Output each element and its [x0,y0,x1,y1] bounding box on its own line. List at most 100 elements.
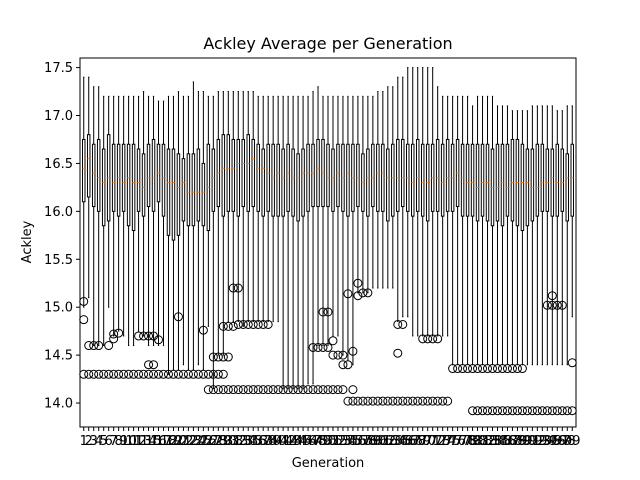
x-tick-label: 80 [469,434,486,449]
flier-point [567,406,577,416]
flier-point [393,396,403,406]
box-iqr [96,138,101,212]
flier-point [218,385,228,395]
box-generation-89 [520,110,525,366]
x-tick-label: 89 [514,434,531,449]
box-generation-17 [161,100,166,347]
box-iqr [381,143,385,212]
box-generation-43 [291,95,295,390]
box-iqr [231,138,236,212]
x-tick-label: 34 [240,434,257,449]
flier-point [363,288,373,298]
x-tick-label: 19 [165,434,182,449]
flier-point [328,385,338,395]
x-tick-label: 92 [529,434,546,449]
box-iqr [520,143,525,232]
x-tick-label: 66 [399,434,416,449]
x-tick-label: 31 [225,434,242,449]
box-generation-68 [415,67,420,337]
x-tick-label: 43 [285,434,302,449]
flier-point [203,385,213,395]
box-generation-61 [381,91,385,289]
flier-point [338,350,348,360]
box-iqr [191,153,196,227]
flier-point [428,334,438,344]
box-generation-87 [510,110,515,366]
box-generation-28 [216,91,221,356]
box-iqr [445,138,450,212]
box-iqr [291,148,295,217]
flier-point [478,406,488,416]
flier-point [333,385,343,395]
box-generation-2 [86,76,91,299]
x-tick-label: 47 [305,434,322,449]
x-tick-label: 24 [190,434,207,449]
flier-point [388,396,398,406]
box-generation-33 [241,91,246,327]
flier-point [517,406,527,416]
flier-point [188,369,198,379]
box-generation-95 [550,105,555,366]
box-iqr [201,162,206,227]
flier-point [418,396,428,406]
flier-point [497,364,507,374]
box-iqr [196,148,201,222]
flier-point [343,289,353,299]
box-generation-66 [406,67,410,318]
x-tick-label: 63 [385,434,402,449]
box-generation-42 [286,95,290,390]
box-generation-64 [396,76,400,323]
flier-point [228,385,238,395]
box-iqr [306,143,310,212]
box-generation-59 [371,95,375,289]
box-iqr [326,143,330,208]
box-generation-50 [326,95,330,347]
flier-point [273,385,283,395]
x-axis-label: Generation [292,456,365,471]
box-iqr [371,143,375,208]
flier-point [463,364,473,374]
flier-point [353,291,363,301]
box-iqr [410,143,415,217]
flier-point [473,406,483,416]
box-iqr [266,143,270,212]
flier-point [403,396,413,406]
box-generation-74 [445,95,450,337]
flier-point [144,369,154,379]
x-tick-label: 15 [145,434,162,449]
box-generation-58 [366,95,370,294]
flier-point [398,396,408,406]
box-generation-35 [251,91,255,323]
flier-point [473,364,483,374]
flier-point [318,342,328,352]
box-iqr [281,148,285,217]
flier-point [423,396,433,406]
box-iqr [311,143,315,208]
box-iqr [356,143,360,208]
x-tick-label: 67 [404,434,421,449]
box-generation-57 [361,95,365,294]
flier-point [89,341,99,351]
flier-point [268,385,278,395]
box-generation-62 [386,86,390,289]
flier-point [483,364,493,374]
flier-point [492,364,502,374]
plot-area [79,67,577,416]
x-tick-label: 84 [489,434,506,449]
flier-point [408,396,418,406]
box-generation-8 [116,95,121,332]
flier-point [79,315,89,325]
x-axis: 1234567891011121314151617181920212223242… [80,427,581,449]
box-iqr [86,134,91,198]
box-generation-97 [560,110,565,366]
flier-point [338,360,348,370]
flier-point [542,406,552,416]
x-tick-label: 98 [559,434,576,449]
flier-point [218,369,228,379]
flier-point [248,319,258,329]
flier-point [552,406,562,416]
box-iqr [146,143,151,208]
box-iqr [81,138,86,203]
x-tick-label: 99 [564,434,581,449]
flier-point [154,369,164,379]
